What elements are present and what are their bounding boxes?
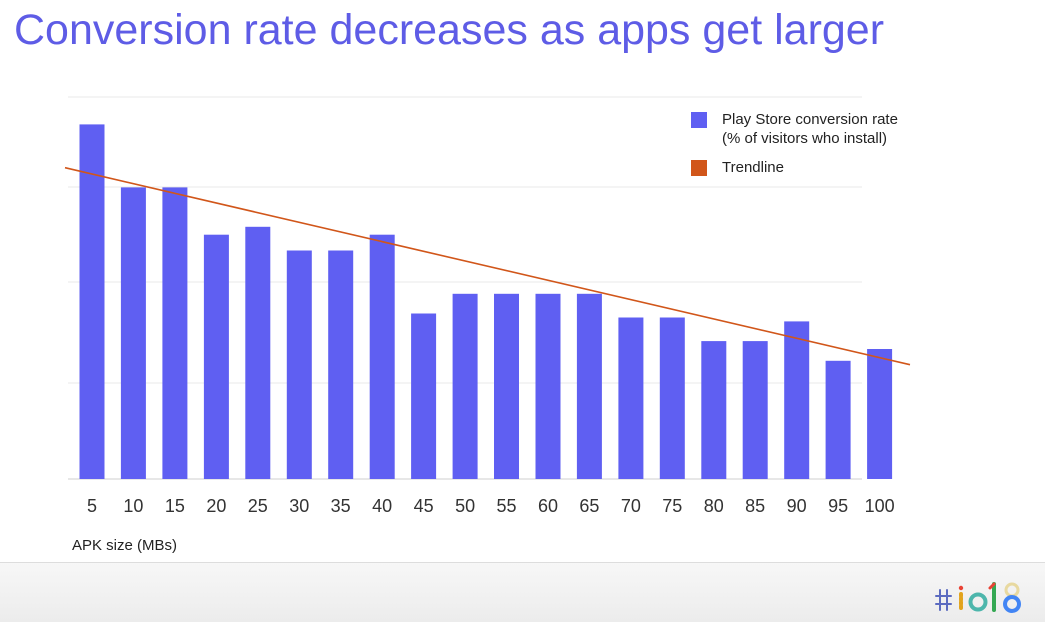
x-tick-label: 10 xyxy=(123,496,143,516)
x-tick-label: 60 xyxy=(538,496,558,516)
x-tick-label: 50 xyxy=(455,496,475,516)
x-tick-label: 95 xyxy=(828,496,848,516)
bar-65 xyxy=(576,293,602,479)
legend-label-trendline: Trendline xyxy=(722,159,784,176)
bar-80 xyxy=(701,341,727,479)
bar-100 xyxy=(867,349,893,479)
x-tick-label: 5 xyxy=(87,496,97,516)
bar-55 xyxy=(494,293,519,479)
bar-5 xyxy=(79,124,105,480)
bar-series xyxy=(79,124,893,480)
bar-75 xyxy=(659,317,685,479)
bar-20 xyxy=(203,234,229,479)
footer-bar xyxy=(0,562,1045,622)
legend-item-conversion: Play Store conversion rate (% of visitor… xyxy=(691,110,898,148)
x-axis-ticks: 5 10 15 20 25 30 35 40 45 50 55 60 65 70 75 80 85 90 95 100 xyxy=(87,496,895,516)
bar-45 xyxy=(411,313,437,479)
bar-95 xyxy=(825,360,851,479)
legend-label-line1: Play Store conversion rate xyxy=(722,111,898,128)
x-tick-label: 15 xyxy=(165,496,185,516)
chart-area: 5 10 15 20 25 30 35 40 45 50 55 60 65 70 75 80 85 90 95 100 xyxy=(64,96,911,516)
legend-swatch-conversion xyxy=(691,112,707,128)
bar-50 xyxy=(452,293,478,479)
bar-40 xyxy=(369,234,395,479)
x-tick-label: 35 xyxy=(331,496,351,516)
x-tick-label: 55 xyxy=(496,496,516,516)
x-tick-label: 100 xyxy=(865,496,895,516)
trendline-layer xyxy=(64,166,911,366)
legend-label-conversion: Play Store conversion rate (% of visitor… xyxy=(722,110,898,148)
x-tick-label: 65 xyxy=(579,496,599,516)
trendline xyxy=(64,166,911,366)
bar-70 xyxy=(618,317,644,479)
bar-35 xyxy=(328,250,354,479)
bar-85 xyxy=(742,341,768,479)
io18-logo-icon xyxy=(935,582,1021,613)
x-tick-label: 80 xyxy=(704,496,724,516)
bar-30 xyxy=(286,250,312,479)
x-tick-label: 75 xyxy=(662,496,682,516)
legend-label-line2: (% of visitors who install) xyxy=(722,130,888,147)
x-tick-label: 45 xyxy=(414,496,434,516)
x-tick-label: 30 xyxy=(289,496,309,516)
x-axis-label: APK size (MBs) xyxy=(72,537,178,554)
x-tick-label: 85 xyxy=(745,496,765,516)
x-tick-label: 20 xyxy=(206,496,226,516)
bar-25 xyxy=(245,226,271,479)
slide-title: Conversion rate decreases as apps get la… xyxy=(14,6,885,54)
legend-item-trendline: Trendline xyxy=(691,158,898,177)
legend: Play Store conversion rate (% of visitor… xyxy=(691,110,898,187)
bar-15 xyxy=(162,187,188,479)
x-tick-label: 25 xyxy=(248,496,268,516)
x-tick-label: 70 xyxy=(621,496,641,516)
legend-swatch-trendline xyxy=(691,160,707,176)
bar-90 xyxy=(784,321,810,479)
bar-60 xyxy=(535,293,561,479)
x-tick-label: 90 xyxy=(787,496,807,516)
x-tick-label: 40 xyxy=(372,496,392,516)
bar-10 xyxy=(120,187,146,479)
